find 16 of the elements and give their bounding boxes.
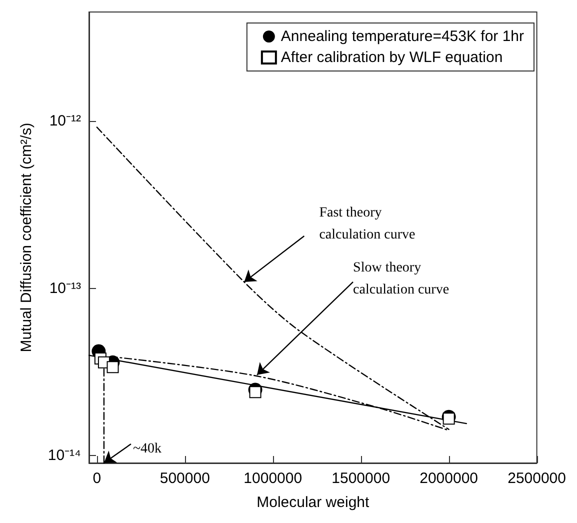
y-axis-title: Mutual Diffusion coefficient (cm²/s) (18, 122, 35, 352)
annotation: ~40k (132, 442, 162, 456)
annotation: Slow theory calculation curve (353, 260, 450, 298)
x-tick-label: 0 (92, 470, 102, 487)
legend-label: Annealing temperature=453K for 1hr (280, 28, 524, 45)
legend-label: After calibration by WLF equation (280, 49, 503, 66)
annotation: Fast theory calculation curve (319, 206, 416, 242)
y-tick-label: 10⁻¹² (49, 112, 81, 130)
x-tick-label: 1500000 (332, 470, 390, 487)
x-tick-label: 500000 (160, 470, 210, 487)
x-tick-label: 2000000 (420, 470, 478, 487)
x-axis-title: Molecular weight (256, 494, 370, 511)
x-tick-label: 2500000 (508, 470, 566, 487)
x-tick-label: 1000000 (244, 470, 302, 487)
y-tick-label: 10⁻¹³ (49, 280, 81, 297)
y-tick-label: 10⁻¹⁴ (48, 446, 81, 464)
